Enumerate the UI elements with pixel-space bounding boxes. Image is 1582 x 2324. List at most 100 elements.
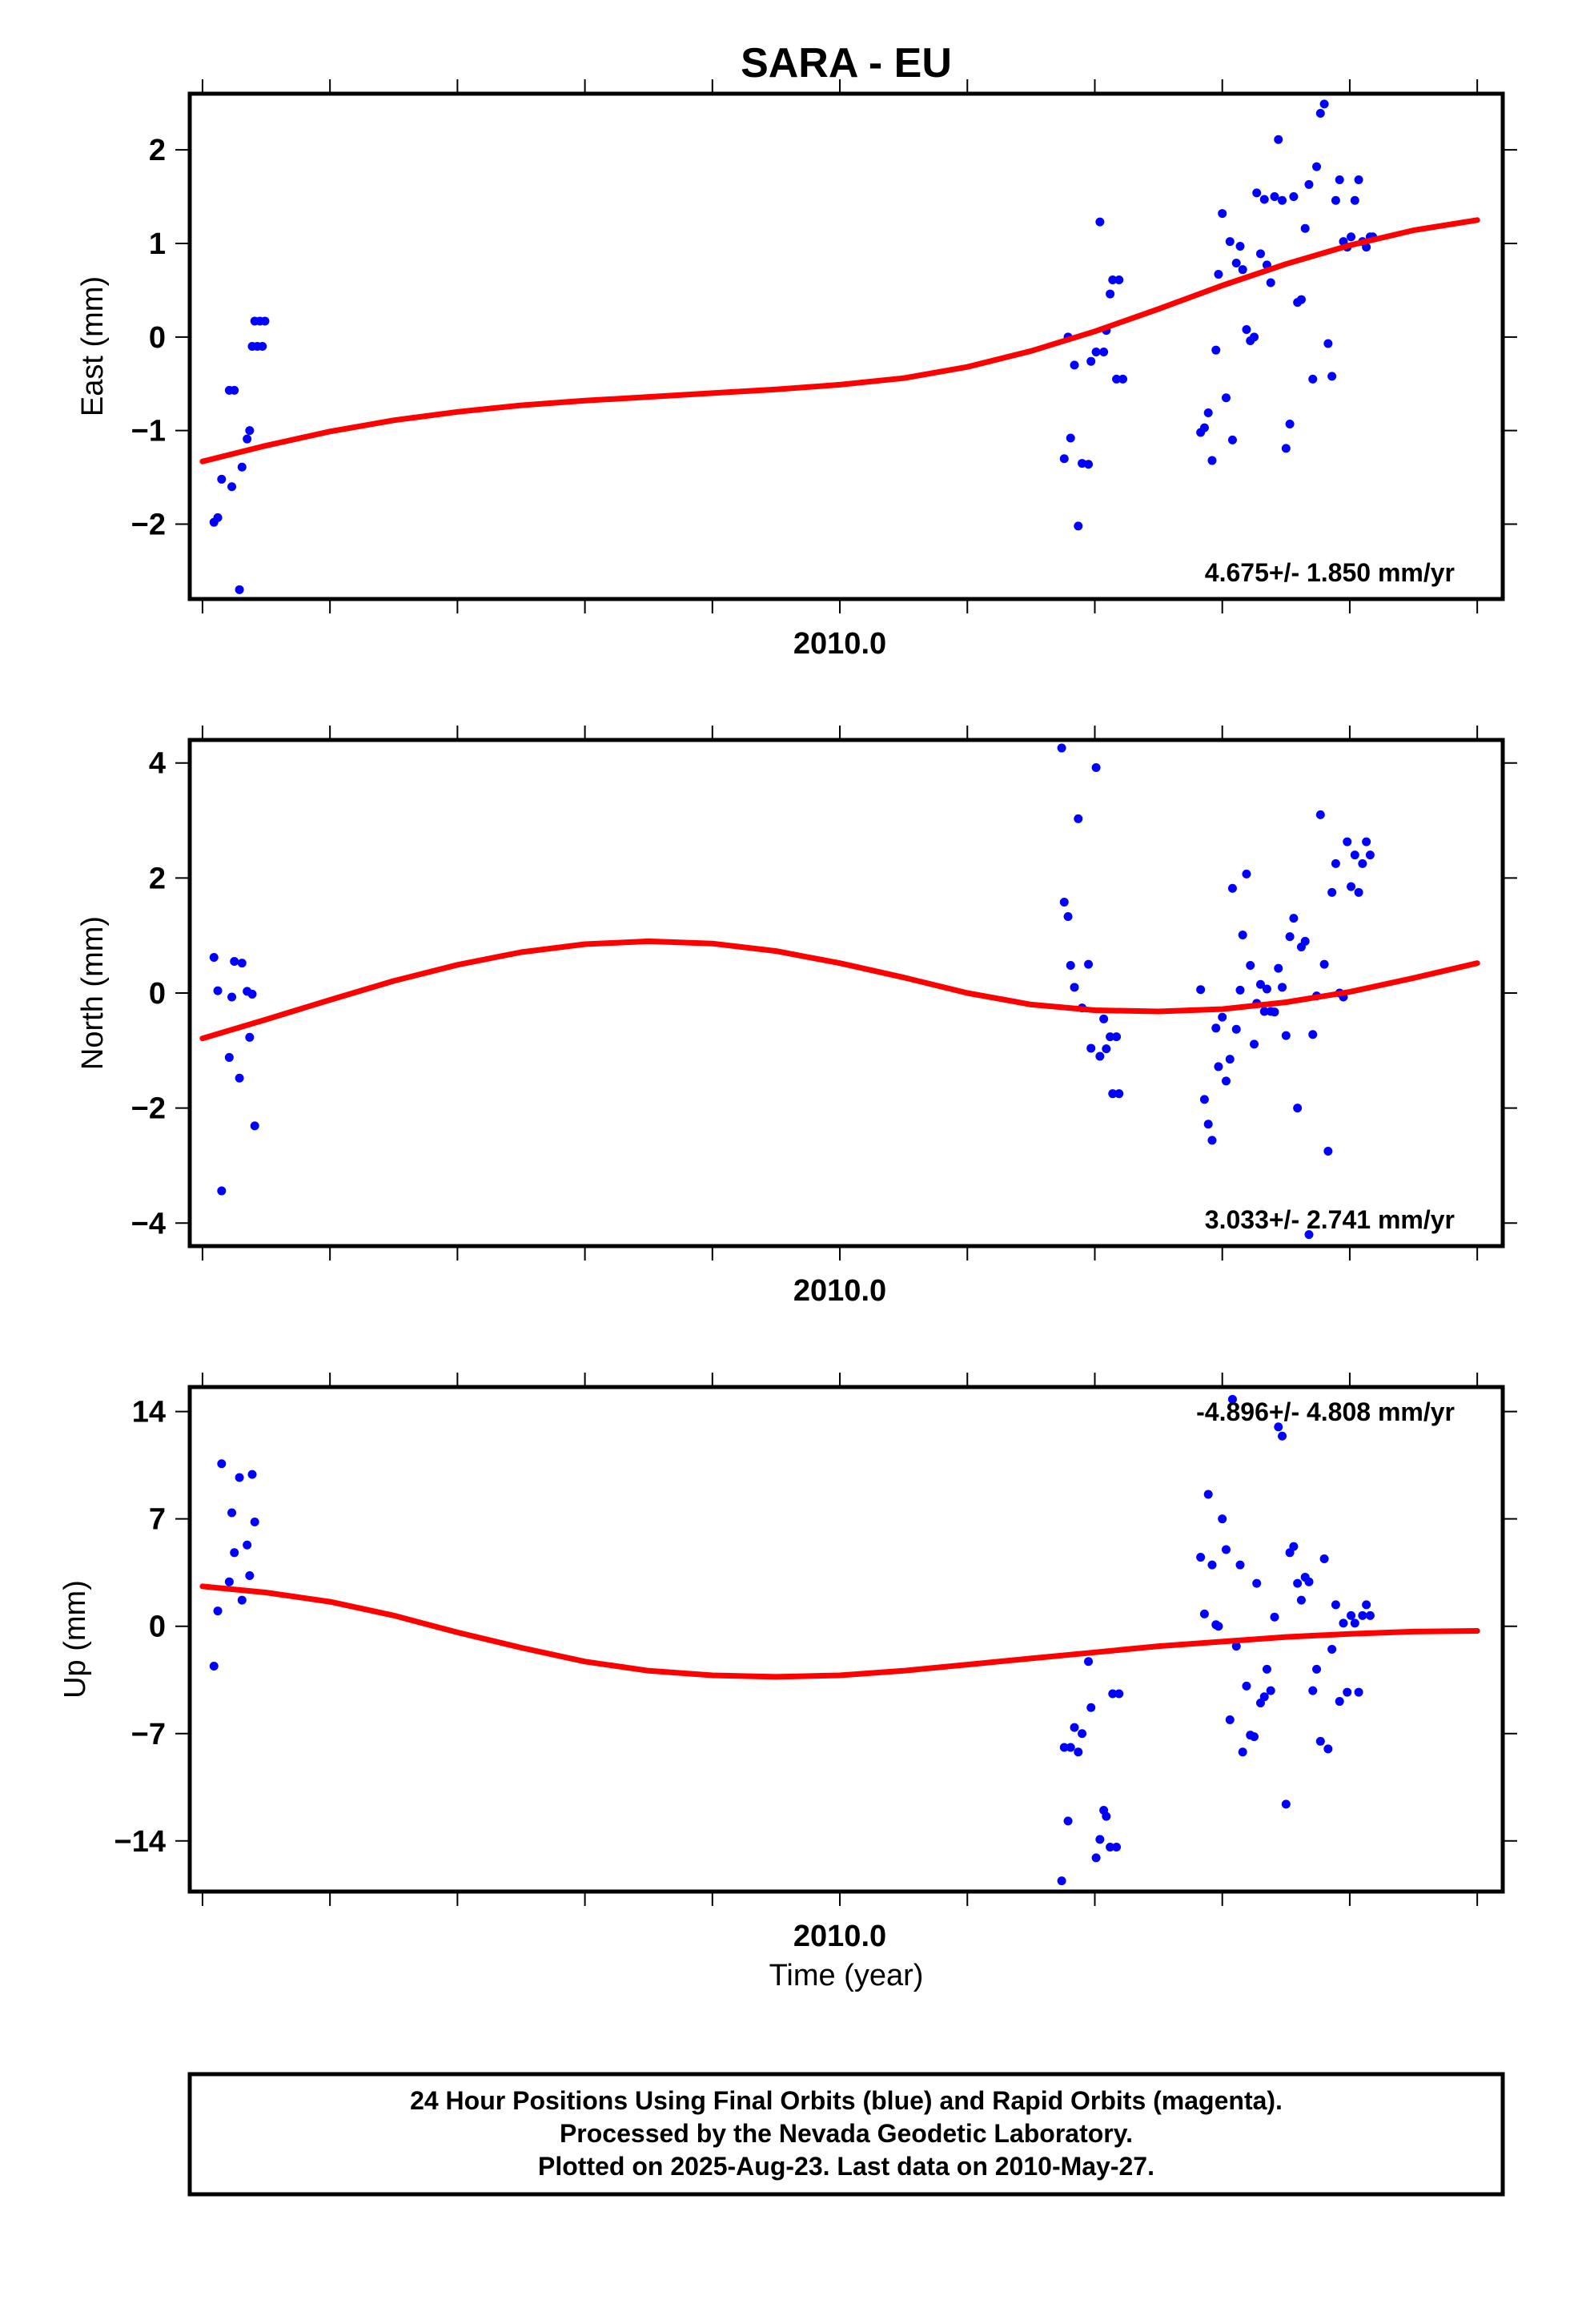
data-point (1102, 1811, 1111, 1821)
data-point (209, 1662, 219, 1671)
data-point (1084, 460, 1094, 469)
data-point (1339, 1618, 1348, 1628)
data-point (1270, 192, 1279, 202)
data-point (1308, 374, 1318, 384)
data-point (1278, 983, 1287, 992)
data-point (1252, 1578, 1262, 1588)
data-point (1365, 1610, 1375, 1620)
data-point (1362, 837, 1371, 846)
data-point (1319, 1554, 1329, 1563)
data-point (1211, 345, 1221, 355)
data-point (1362, 1600, 1371, 1610)
data-point (243, 434, 252, 444)
data-point (1278, 1431, 1287, 1441)
data-point (1362, 243, 1371, 252)
data-point (1114, 1089, 1124, 1099)
data-point (1114, 275, 1124, 285)
data-point (1274, 963, 1283, 973)
data-point (1266, 1686, 1275, 1695)
data-point (243, 1540, 252, 1550)
data-point (1099, 1014, 1109, 1023)
data-point (1196, 985, 1206, 995)
data-point (1365, 850, 1375, 860)
data-point (1214, 1622, 1223, 1631)
velocity-label: -4.896+/- 4.808 mm/yr (1196, 1397, 1455, 1426)
y-tick-label: 2 (149, 134, 166, 167)
data-point (1066, 961, 1075, 971)
data-point (1078, 1729, 1087, 1739)
north-panel: 4 2 0 −2 −4 2010.0 North (mm) 3.033+/- 2.741 mm… (76, 726, 1517, 1308)
data-point (1108, 275, 1118, 285)
data-point (1099, 348, 1109, 357)
data-point (217, 474, 227, 484)
up-panel: 14 7 0 −7 −14 2010.0 Up (mm) -4.896+/- 4.808 mm… (58, 1373, 1517, 1953)
data-point (1315, 1736, 1325, 1746)
data-point (1199, 1095, 1209, 1104)
data-point (237, 462, 247, 472)
data-point (1358, 1610, 1367, 1620)
data-point (230, 385, 239, 395)
y-tick-label: 0 (149, 977, 166, 1011)
data-point (1323, 339, 1333, 348)
data-point (1063, 911, 1073, 921)
data-point (1221, 1545, 1231, 1554)
data-point (1323, 1147, 1333, 1156)
data-point (1347, 232, 1356, 242)
data-point (1327, 1644, 1337, 1654)
data-point (1108, 1689, 1118, 1699)
data-point (1250, 1732, 1259, 1742)
data-point (1358, 858, 1367, 868)
data-point (1057, 743, 1066, 753)
data-point (1221, 1076, 1231, 1086)
data-point (1354, 1687, 1363, 1697)
data-point (245, 1032, 255, 1042)
data-point (1343, 1687, 1352, 1697)
data-point (1059, 898, 1069, 907)
fit-line (199, 938, 1480, 1042)
data-point (1086, 356, 1096, 366)
data-point (1238, 265, 1247, 275)
data-point (260, 316, 270, 326)
y-axis-label: Up (mm) (58, 1580, 92, 1699)
y-tick-label: −7 (131, 1718, 166, 1751)
data-point (1304, 179, 1314, 189)
data-point (1312, 162, 1322, 171)
y-tick-label: 2 (149, 862, 166, 895)
data-point (1114, 1689, 1124, 1699)
data-point (1308, 1686, 1318, 1695)
data-point (1063, 1816, 1073, 1826)
data-point (1112, 1842, 1122, 1852)
data-point (1270, 1612, 1279, 1622)
data-point (237, 959, 247, 968)
data-point (1074, 521, 1083, 531)
data-point (1252, 188, 1262, 198)
data-point (1242, 324, 1251, 334)
data-point (1274, 135, 1283, 144)
data-point (1106, 1032, 1115, 1042)
data-point (1331, 858, 1340, 868)
data-point (235, 585, 244, 594)
data-point (1207, 1136, 1217, 1145)
chart-title: SARA - EU (741, 40, 952, 86)
data-point (1066, 1743, 1075, 1752)
data-point (1259, 1692, 1269, 1702)
data-point (1255, 249, 1265, 259)
data-point (1304, 1230, 1314, 1240)
data-point (1203, 1490, 1213, 1499)
data-point (213, 986, 223, 995)
data-point (1095, 1051, 1105, 1061)
data-point (1274, 1422, 1283, 1432)
data-point (1203, 408, 1213, 417)
data-point (1281, 1031, 1291, 1040)
data-point (1270, 1007, 1279, 1017)
data-point (1293, 1578, 1303, 1588)
data-point (1102, 1044, 1111, 1054)
y-tick-label: 1 (149, 227, 166, 261)
footer-line-1: 24 Hour Positions Using Final Orbits (bl… (410, 2086, 1283, 2115)
y-tick-label: 7 (149, 1503, 166, 1537)
data-point (1091, 348, 1101, 357)
data-point (1118, 374, 1128, 384)
data-point (1308, 1030, 1318, 1039)
data-point (1199, 423, 1209, 432)
